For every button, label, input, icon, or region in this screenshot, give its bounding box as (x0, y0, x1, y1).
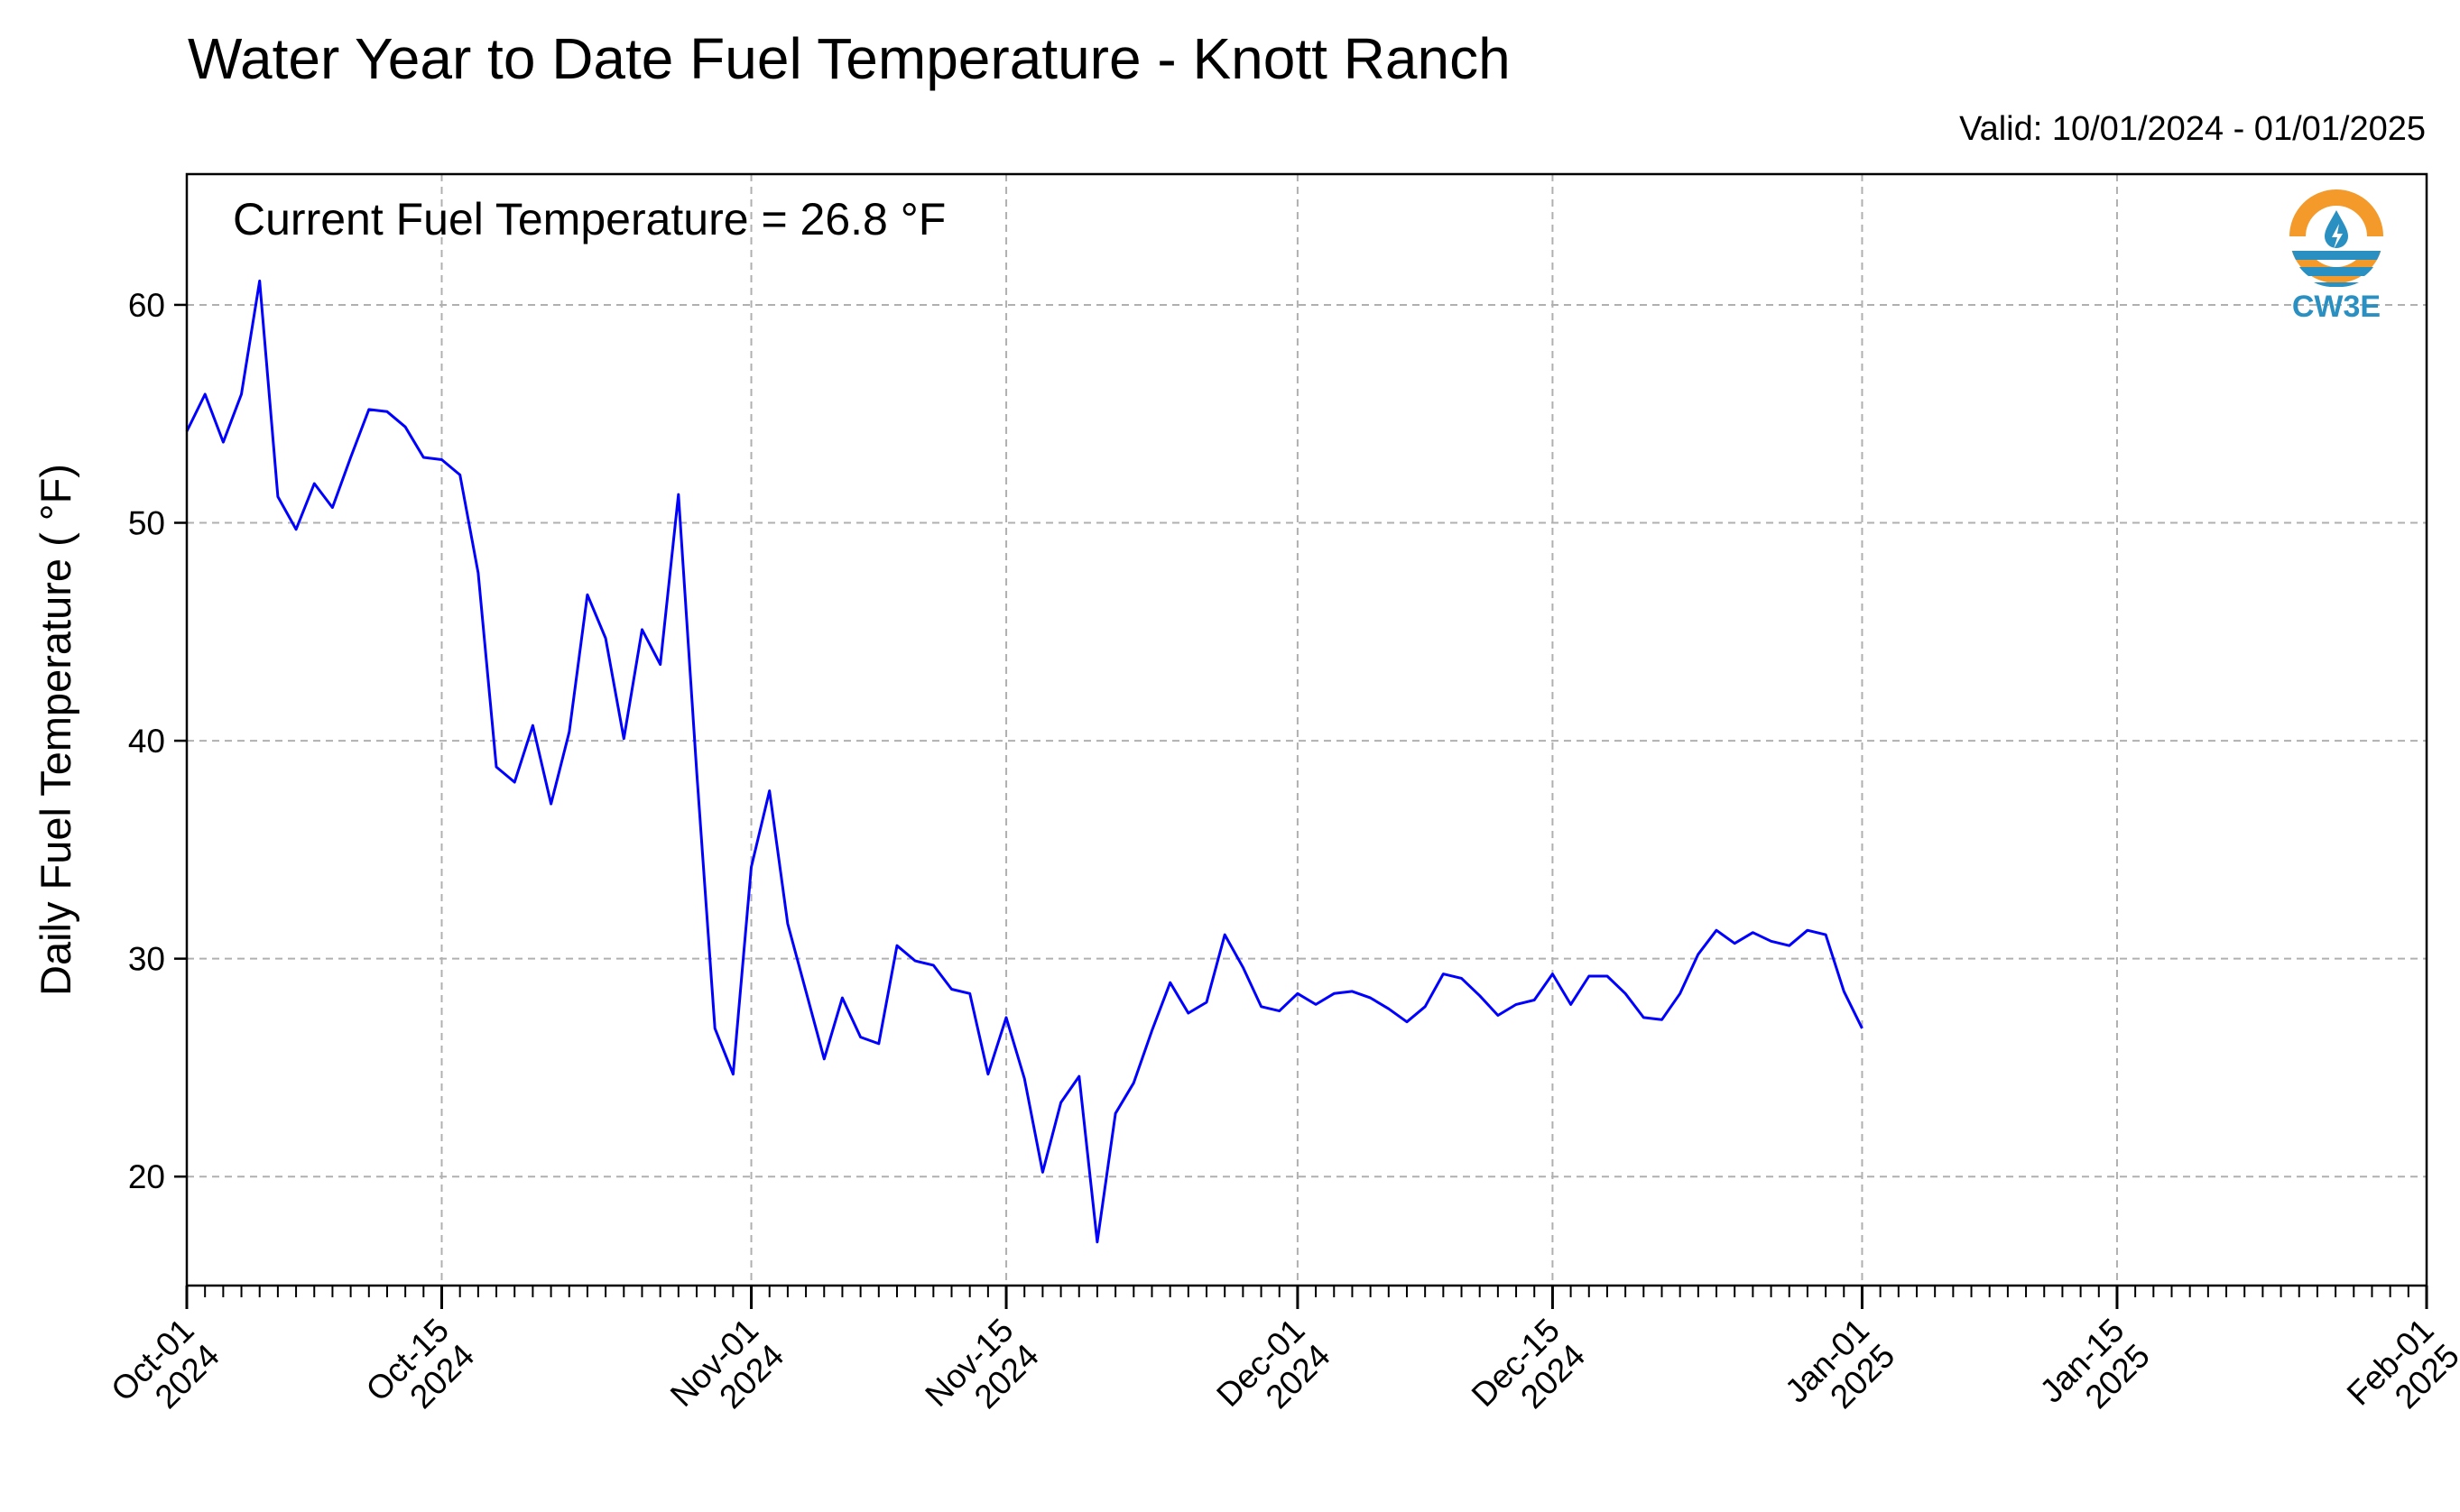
cw3e-logo: CW3E (2289, 189, 2383, 324)
y-tick-label: 20 (128, 1158, 165, 1195)
cw3e-water-drop-logo-icon (2289, 189, 2383, 287)
plot-frame (185, 172, 2428, 1287)
y-tick-label: 40 (128, 723, 165, 760)
valid-date-range: Valid: 10/01/2024 - 01/01/2025 (1959, 110, 2426, 148)
current-temperature-annotation: Current Fuel Temperature = 26.8 °F (233, 194, 946, 244)
minor-ticks (186, 1286, 2428, 1297)
y-tick-label: 30 (128, 941, 165, 978)
y-tick-label: 50 (128, 505, 165, 542)
cw3e-logo-text: CW3E (2292, 290, 2381, 324)
major-ticks (185, 1286, 2428, 1309)
grid (174, 174, 2428, 1286)
y-axis-label: Daily Fuel Temperature ( °F) (32, 464, 79, 996)
fuel-temperature-line (185, 279, 1863, 1244)
chart-title: Water Year to Date Fuel Temperature - Kn… (188, 26, 1511, 91)
y-tick-label: 60 (128, 287, 165, 324)
y-tick-labels: 20 30 40 50 60 (128, 287, 165, 1195)
